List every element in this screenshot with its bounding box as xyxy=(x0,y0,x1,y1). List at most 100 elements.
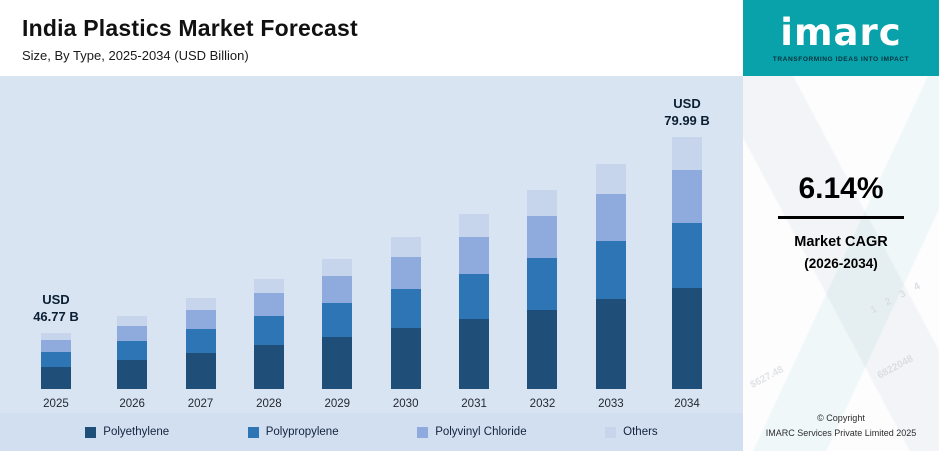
bar-group: 2027 xyxy=(185,298,216,413)
bar-2031 xyxy=(459,214,490,389)
bar-segment-polyethylene xyxy=(40,366,71,389)
bar-segment-polypropylene xyxy=(595,240,626,300)
bar-segment-polyethylene xyxy=(185,352,216,389)
bar-segment-polyvinyl-chloride xyxy=(253,293,284,317)
bar-segment-polyethylene xyxy=(322,336,353,389)
bar-group: 2031 xyxy=(459,214,490,413)
bar-segment-polyvinyl-chloride xyxy=(672,169,703,223)
legend-item-polyethylene: Polyethylene xyxy=(85,426,169,438)
bar-group: 2026 xyxy=(117,316,148,413)
year-label: 2032 xyxy=(529,398,556,410)
bar-segment-others xyxy=(40,333,71,341)
bar-2026 xyxy=(117,316,148,389)
bar-segment-polyvinyl-chloride xyxy=(40,340,71,353)
year-label: 2031 xyxy=(461,398,487,410)
bar-segment-others xyxy=(672,137,703,170)
imarc-logo: imarc TRANSFORMING IDEAS INTO IMPACT xyxy=(743,0,939,76)
bar-segment-others xyxy=(390,237,421,257)
imarc-logo-text: imarc xyxy=(780,10,902,54)
bar-segment-polypropylene xyxy=(459,273,490,320)
bars-row: USD 46.77 B 2025 2026 2027 2028 2029 2030 2031 20… xyxy=(0,76,743,413)
bar-group: 2033 xyxy=(595,164,626,413)
year-label: 2027 xyxy=(187,398,214,410)
bar-2033 xyxy=(595,164,626,389)
bar-segment-polypropylene xyxy=(390,288,421,329)
legend: Polyethylene Polypropylene Polyvinyl Chlor… xyxy=(0,413,743,451)
year-label: 2033 xyxy=(598,398,624,410)
bar-group: 2030 xyxy=(390,237,421,413)
cagr-block: 6.14% Market CAGR (2026-2034) xyxy=(778,172,904,271)
bar-segment-polyvinyl-chloride xyxy=(595,193,626,241)
watermark-amount: $627.48 xyxy=(748,364,786,391)
bar-segment-others xyxy=(322,258,353,276)
imarc-tagline: TRANSFORMING IDEAS INTO IMPACT xyxy=(772,55,910,63)
legend-swatch-polyethylene xyxy=(85,426,97,438)
bar-annotation: USD 46.77 B xyxy=(33,292,79,325)
bar-segment-polyvinyl-chloride xyxy=(459,237,490,274)
copyright-line-1: © Copyright xyxy=(817,413,865,424)
bar-segment-others xyxy=(117,316,148,326)
legend-label: Others xyxy=(623,426,658,438)
bar-2029 xyxy=(322,258,353,389)
legend-item-polyvinyl-chloride: Polyvinyl Chloride xyxy=(417,426,527,438)
cagr-label: Market CAGR xyxy=(794,234,888,250)
bar-segment-polyethylene xyxy=(527,309,558,389)
bar-annotation: USD 79.99 B xyxy=(664,96,710,129)
bar-segment-others xyxy=(595,164,626,194)
legend-label: Polyvinyl Chloride xyxy=(435,426,527,438)
chart-header: India Plastics Market Forecast Size, By … xyxy=(0,0,743,76)
bar-2028 xyxy=(253,279,284,389)
bar-group: USD 79.99 B 2034 xyxy=(664,96,710,413)
bar-segment-polyethylene xyxy=(595,299,626,389)
bar-2025 xyxy=(40,333,71,389)
watermark-numbers: 1 2 3 4 xyxy=(869,278,927,317)
bar-segment-polyethylene xyxy=(672,288,703,389)
year-label: 2025 xyxy=(43,398,69,410)
page-title: India Plastics Market Forecast xyxy=(22,15,358,41)
bar-segment-others xyxy=(459,214,490,238)
bar-segment-polyvinyl-chloride xyxy=(527,216,558,258)
legend-item-others: Others xyxy=(605,426,658,438)
cagr-value: 6.14% xyxy=(798,172,884,205)
year-label: 2034 xyxy=(674,398,700,410)
year-label: 2029 xyxy=(324,398,351,410)
bar-segment-others xyxy=(185,298,216,310)
bar-2032 xyxy=(527,190,558,389)
bar-segment-polyethylene xyxy=(390,328,421,389)
brand-sidebar: imarc TRANSFORMING IDEAS INTO IMPACT 6.1… xyxy=(743,0,939,451)
bar-segment-polypropylene xyxy=(322,303,353,337)
bar-segment-polyvinyl-chloride xyxy=(322,275,353,304)
bar-segment-polypropylene xyxy=(40,352,71,367)
bar-segment-polypropylene xyxy=(185,329,216,353)
bar-2027 xyxy=(185,298,216,389)
legend-label: Polypropylene xyxy=(265,426,339,438)
bar-group: USD 46.77 B 2025 xyxy=(33,292,79,413)
legend-item-polypropylene: Polypropylene xyxy=(247,426,339,438)
bar-segment-polyethylene xyxy=(459,319,490,389)
legend-swatch-polypropylene xyxy=(247,426,259,438)
cagr-underline xyxy=(778,216,904,219)
bar-2030 xyxy=(390,237,421,389)
bar-group: 2028 xyxy=(253,279,284,413)
bar-segment-polypropylene xyxy=(117,340,148,360)
bar-segment-polyvinyl-chloride xyxy=(185,309,216,330)
bar-segment-polypropylene xyxy=(253,316,284,345)
bar-2034 xyxy=(672,137,703,389)
watermark-digits: 6822048 xyxy=(875,353,916,382)
bar-segment-others xyxy=(527,190,558,217)
bar-segment-polyvinyl-chloride xyxy=(390,256,421,289)
stacked-bar-chart: USD 46.77 B 2025 2026 2027 2028 2029 2030 2031 20… xyxy=(0,76,743,451)
bar-group: 2029 xyxy=(322,258,353,413)
cagr-period: (2026-2034) xyxy=(804,256,878,271)
year-label: 2026 xyxy=(119,398,145,410)
page-subtitle: Size, By Type, 2025-2034 (USD Billion) xyxy=(22,48,249,63)
bar-segment-polyethylene xyxy=(117,359,148,389)
legend-swatch-polyvinyl-chloride xyxy=(417,426,429,438)
copyright-line-2: IMARC Services Private Limited 2025 xyxy=(765,427,917,438)
bar-group: 2032 xyxy=(527,190,558,413)
bar-segment-polyethylene xyxy=(253,345,284,389)
chart-panel: India Plastics Market Forecast Size, By … xyxy=(0,0,743,451)
legend-swatch-others xyxy=(605,426,617,438)
year-label: 2028 xyxy=(256,398,282,410)
